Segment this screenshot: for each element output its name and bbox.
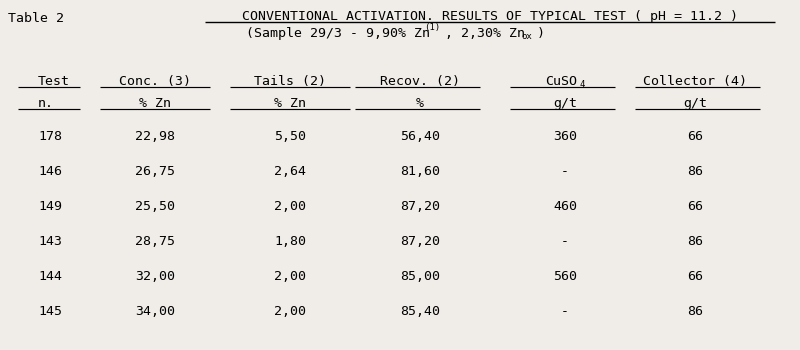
Text: 1,80: 1,80 — [274, 235, 306, 248]
Text: (1): (1) — [424, 23, 440, 32]
Text: g/t: g/t — [553, 97, 577, 110]
Text: -: - — [561, 305, 569, 318]
Text: 144: 144 — [38, 270, 62, 283]
Text: 560: 560 — [553, 270, 577, 283]
Text: -: - — [561, 165, 569, 178]
Text: 2,00: 2,00 — [274, 305, 306, 318]
Text: 28,75: 28,75 — [135, 235, 175, 248]
Text: 143: 143 — [38, 235, 62, 248]
Text: %: % — [416, 97, 424, 110]
Text: Conc. (3): Conc. (3) — [119, 75, 191, 88]
Text: CuSO: CuSO — [545, 75, 577, 88]
Text: % Zn: % Zn — [139, 97, 171, 110]
Text: (Sample 29/3 - 9,90% Zn: (Sample 29/3 - 9,90% Zn — [246, 27, 430, 40]
Text: 86: 86 — [687, 165, 703, 178]
Text: 85,00: 85,00 — [400, 270, 440, 283]
Text: Tails (2): Tails (2) — [254, 75, 326, 88]
Text: 149: 149 — [38, 200, 62, 213]
Text: 25,50: 25,50 — [135, 200, 175, 213]
Text: 2,64: 2,64 — [274, 165, 306, 178]
Text: 22,98: 22,98 — [135, 130, 175, 143]
Text: n.: n. — [38, 97, 54, 110]
Text: 86: 86 — [687, 305, 703, 318]
Text: 87,20: 87,20 — [400, 235, 440, 248]
Text: 2,00: 2,00 — [274, 200, 306, 213]
Text: 145: 145 — [38, 305, 62, 318]
Text: 5,50: 5,50 — [274, 130, 306, 143]
Text: 66: 66 — [687, 130, 703, 143]
Text: Table 2: Table 2 — [8, 12, 64, 25]
Text: 26,75: 26,75 — [135, 165, 175, 178]
Text: Recov. (2): Recov. (2) — [380, 75, 460, 88]
Text: 4: 4 — [579, 80, 584, 89]
Text: , 2,30% Zn: , 2,30% Zn — [445, 27, 525, 40]
Text: Collector (4): Collector (4) — [643, 75, 747, 88]
Text: CONVENTIONAL ACTIVATION. RESULTS OF TYPICAL TEST ( pH = 11.2 ): CONVENTIONAL ACTIVATION. RESULTS OF TYPI… — [242, 10, 738, 23]
Text: 87,20: 87,20 — [400, 200, 440, 213]
Text: 2,00: 2,00 — [274, 270, 306, 283]
Text: 66: 66 — [687, 270, 703, 283]
Text: 34,00: 34,00 — [135, 305, 175, 318]
Text: 360: 360 — [553, 130, 577, 143]
Text: 86: 86 — [687, 235, 703, 248]
Text: 146: 146 — [38, 165, 62, 178]
Text: Test: Test — [38, 75, 70, 88]
Text: ): ) — [537, 27, 545, 40]
Text: g/t: g/t — [683, 97, 707, 110]
Text: ox: ox — [521, 32, 532, 41]
Text: 66: 66 — [687, 200, 703, 213]
Text: % Zn: % Zn — [274, 97, 306, 110]
Text: -: - — [561, 235, 569, 248]
Text: 460: 460 — [553, 200, 577, 213]
Text: 178: 178 — [38, 130, 62, 143]
Text: 32,00: 32,00 — [135, 270, 175, 283]
Text: 56,40: 56,40 — [400, 130, 440, 143]
Text: 81,60: 81,60 — [400, 165, 440, 178]
Text: 85,40: 85,40 — [400, 305, 440, 318]
